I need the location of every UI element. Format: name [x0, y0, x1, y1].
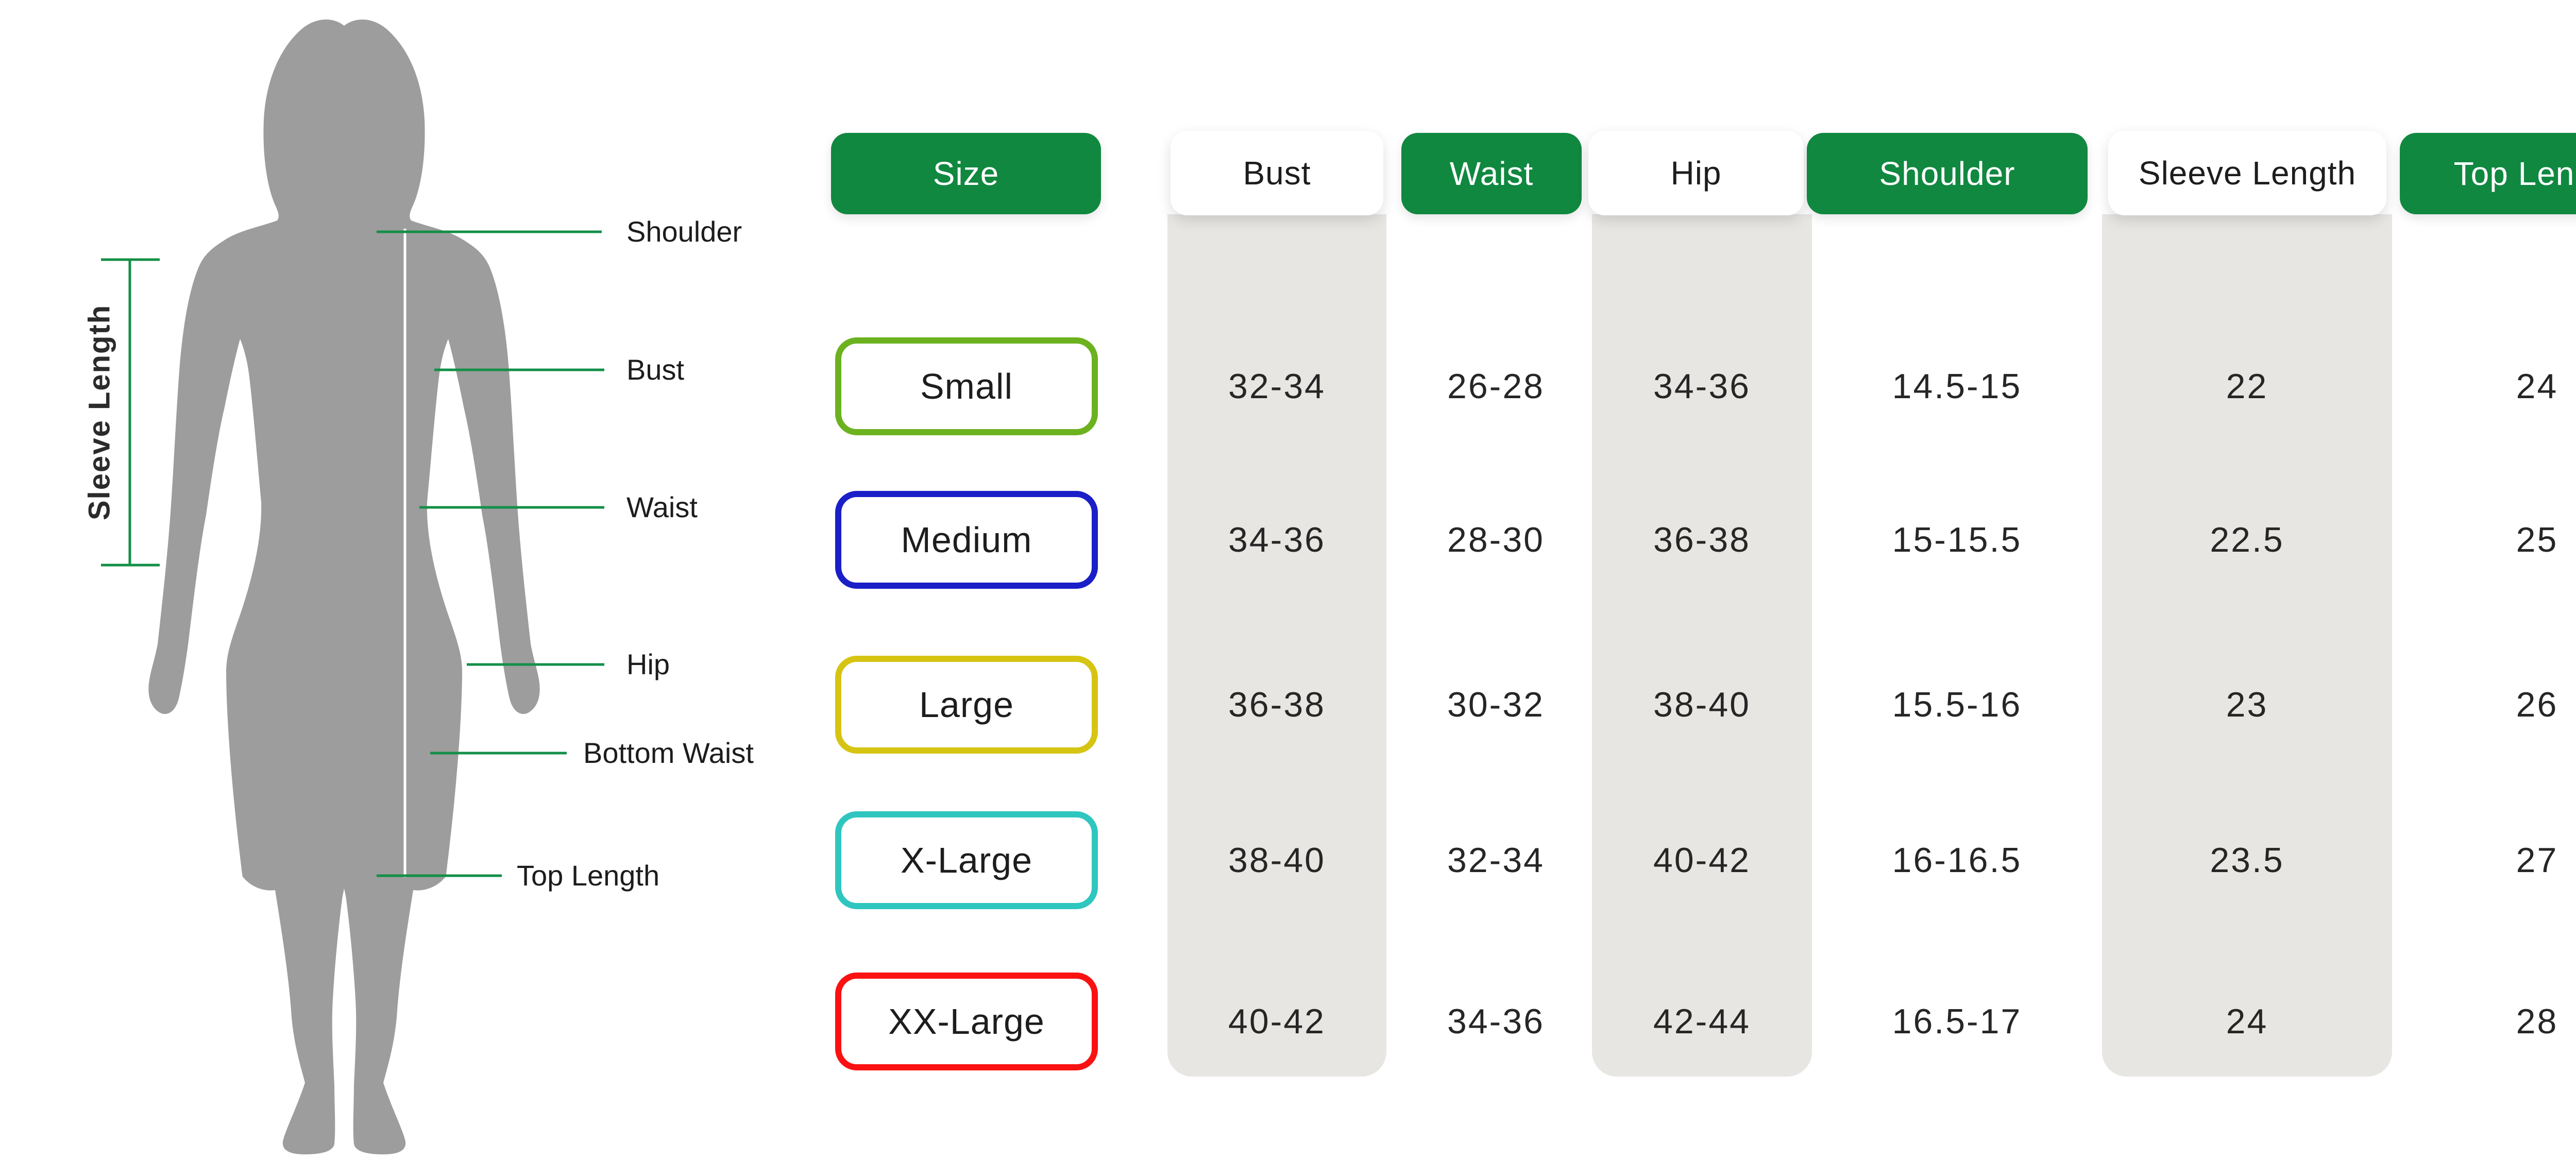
- measurement-label-hip: Hip: [626, 648, 670, 680]
- cell-x-large-top-length: 27: [2516, 841, 2558, 880]
- cell-medium-waist: 28-30: [1447, 520, 1545, 559]
- cell-x-large-bust: 38-40: [1228, 841, 1326, 880]
- measurement-label-bust: Bust: [626, 353, 685, 386]
- header-top-length: Top Length: [2400, 133, 2576, 214]
- cell-large-bust: 36-38: [1228, 685, 1326, 724]
- body-shape: [148, 19, 540, 1154]
- cell-large-waist: 30-32: [1447, 685, 1545, 724]
- header-sleeve-length: Sleeve Length: [2108, 131, 2386, 215]
- cell-x-large-sleeve-length: 23.5: [2210, 841, 2284, 880]
- cell-xx-large-waist: 34-36: [1447, 1002, 1545, 1041]
- column-stripe-hip: [1592, 214, 1812, 1077]
- cell-xx-large-bust: 40-42: [1228, 1002, 1326, 1041]
- size-button-label: XX-Large: [888, 1001, 1045, 1042]
- cell-small-sleeve-length: 22: [2226, 367, 2268, 406]
- cell-small-waist: 26-28: [1447, 367, 1545, 406]
- size-button-xx-large[interactable]: XX-Large: [835, 973, 1098, 1070]
- header-size: Size: [831, 133, 1101, 214]
- cell-xx-large-sleeve-length: 24: [2226, 1002, 2268, 1041]
- size-button-label: Small: [920, 366, 1013, 406]
- measurement-label-waist: Waist: [626, 491, 698, 523]
- header-hip: Hip: [1588, 131, 1804, 215]
- cell-large-hip: 38-40: [1653, 685, 1751, 724]
- cell-xx-large-top-length: 28: [2516, 1002, 2558, 1041]
- cell-large-top-length: 26: [2516, 685, 2558, 724]
- size-button-medium[interactable]: Medium: [835, 491, 1098, 589]
- header-waist: Waist: [1401, 133, 1582, 214]
- size-button-small[interactable]: Small: [835, 337, 1098, 435]
- cell-large-sleeve-length: 23: [2226, 685, 2268, 724]
- size-button-label: X-Large: [900, 840, 1033, 880]
- cell-xx-large-hip: 42-44: [1653, 1002, 1751, 1041]
- cell-medium-hip: 36-38: [1653, 520, 1751, 559]
- sleeve-length-ruler: [101, 258, 160, 567]
- cell-x-large-waist: 32-34: [1447, 841, 1545, 880]
- sleeve-length-label: Sleeve Length: [82, 304, 116, 520]
- cell-medium-shoulder: 15-15.5: [1892, 520, 2022, 559]
- cell-x-large-shoulder: 16-16.5: [1892, 841, 2022, 880]
- header-shoulder: Shoulder: [1807, 133, 2088, 214]
- cell-small-hip: 34-36: [1653, 367, 1751, 406]
- cell-small-shoulder: 14.5-15: [1892, 367, 2022, 406]
- cell-small-bust: 32-34: [1228, 367, 1326, 406]
- cell-medium-bust: 34-36: [1228, 520, 1326, 559]
- cell-medium-sleeve-length: 22.5: [2210, 520, 2284, 559]
- cell-xx-large-shoulder: 16.5-17: [1892, 1002, 2022, 1041]
- cell-small-top-length: 24: [2516, 367, 2558, 406]
- cell-medium-top-length: 25: [2516, 520, 2558, 559]
- size-button-label: Medium: [901, 520, 1032, 560]
- female-body-silhouette: [101, 19, 604, 1154]
- size-button-large[interactable]: Large: [835, 656, 1098, 754]
- size-button-x-large[interactable]: X-Large: [835, 811, 1098, 909]
- measurement-label-top-length: Top Length: [517, 859, 660, 892]
- cell-large-shoulder: 15.5-16: [1892, 685, 2022, 724]
- column-stripe-sleeve: [2102, 214, 2392, 1077]
- measurement-label-shoulder: Shoulder: [626, 215, 742, 248]
- cell-x-large-hip: 40-42: [1653, 841, 1751, 880]
- size-button-label: Large: [919, 685, 1014, 725]
- column-stripe-bust: [1167, 214, 1386, 1077]
- header-bust: Bust: [1171, 131, 1383, 215]
- measurement-label-bottom-waist: Bottom Waist: [583, 737, 754, 769]
